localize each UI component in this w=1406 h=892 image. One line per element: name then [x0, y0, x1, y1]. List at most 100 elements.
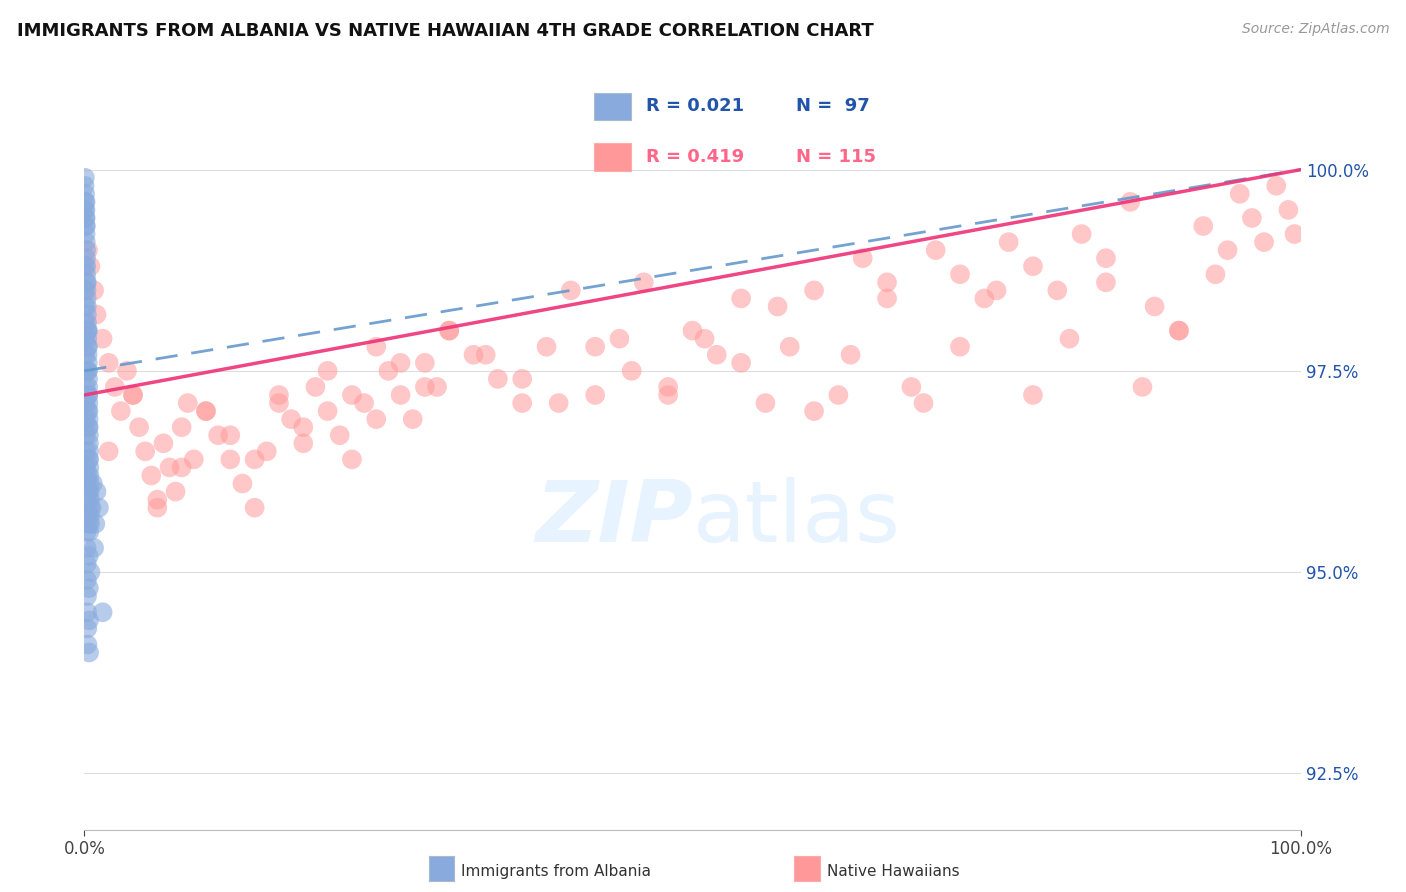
- Point: [1119, 194, 1142, 209]
- Point: [83, 284, 105, 298]
- Point: [609, 332, 631, 346]
- Point: [292, 420, 315, 434]
- Point: [77, 613, 100, 627]
- Point: [97, 356, 120, 370]
- Point: [76, 324, 98, 338]
- Point: [76, 573, 98, 587]
- Point: [583, 388, 606, 402]
- Point: [84, 516, 107, 531]
- Point: [79, 565, 101, 579]
- Point: [75, 219, 97, 233]
- Point: [76, 621, 98, 635]
- Point: [583, 340, 606, 354]
- Point: [77, 388, 100, 402]
- Point: [77, 324, 100, 338]
- Point: [219, 428, 242, 442]
- Point: [77, 412, 100, 426]
- Point: [1059, 332, 1081, 346]
- Point: [547, 396, 569, 410]
- Point: [1229, 186, 1251, 201]
- Point: [486, 372, 509, 386]
- Text: N = 115: N = 115: [796, 148, 876, 166]
- Point: [76, 348, 98, 362]
- Point: [75, 235, 97, 249]
- Point: [165, 484, 187, 499]
- Point: [76, 356, 98, 370]
- Point: [997, 235, 1019, 249]
- Point: [76, 292, 98, 306]
- Point: [152, 436, 174, 450]
- Point: [77, 388, 100, 402]
- Point: [76, 284, 98, 298]
- Point: [986, 284, 1008, 298]
- Point: [146, 492, 169, 507]
- Point: [280, 412, 302, 426]
- Text: R = 0.419: R = 0.419: [645, 148, 744, 166]
- Point: [91, 605, 114, 619]
- Point: [122, 388, 145, 402]
- Point: [231, 476, 253, 491]
- Point: [75, 227, 97, 241]
- Point: [900, 380, 922, 394]
- Point: [949, 268, 972, 282]
- Point: [73, 202, 96, 217]
- Point: [1253, 235, 1275, 249]
- Point: [86, 308, 108, 322]
- Point: [706, 348, 728, 362]
- Point: [75, 460, 97, 475]
- Point: [1022, 259, 1045, 273]
- Bar: [595, 93, 631, 120]
- Point: [413, 356, 436, 370]
- Point: [730, 356, 752, 370]
- Point: [79, 476, 101, 491]
- Point: [366, 340, 388, 354]
- Point: [657, 388, 679, 402]
- Point: [76, 308, 98, 322]
- Point: [377, 364, 399, 378]
- Point: [1277, 202, 1299, 217]
- Point: [620, 364, 643, 378]
- Point: [86, 484, 108, 499]
- Point: [87, 500, 110, 515]
- Point: [876, 276, 898, 290]
- Point: [76, 332, 98, 346]
- Text: atlas: atlas: [693, 477, 900, 560]
- Point: [122, 388, 145, 402]
- Point: [682, 324, 704, 338]
- Point: [510, 372, 533, 386]
- Point: [75, 412, 97, 426]
- Point: [973, 292, 995, 306]
- Point: [82, 476, 104, 491]
- Point: [803, 284, 825, 298]
- Point: [1132, 380, 1154, 394]
- Point: [267, 388, 290, 402]
- Point: [426, 380, 449, 394]
- Point: [76, 524, 98, 539]
- Point: [75, 492, 97, 507]
- Point: [474, 348, 496, 362]
- Point: [76, 605, 98, 619]
- Point: [402, 412, 425, 426]
- Point: [76, 340, 98, 354]
- Point: [77, 396, 100, 410]
- Point: [730, 292, 752, 306]
- Point: [75, 428, 97, 442]
- Point: [75, 276, 97, 290]
- Point: [76, 468, 98, 483]
- Point: [852, 251, 875, 265]
- Point: [77, 436, 100, 450]
- Point: [77, 646, 100, 660]
- Point: [1046, 284, 1069, 298]
- Point: [75, 211, 97, 225]
- Point: [439, 324, 461, 338]
- Point: [77, 452, 100, 467]
- Point: [79, 468, 101, 483]
- Point: [76, 316, 98, 330]
- Point: [79, 484, 101, 499]
- Point: [329, 428, 352, 442]
- Point: [77, 549, 100, 563]
- Point: [75, 348, 97, 362]
- Point: [80, 500, 103, 515]
- Point: [115, 364, 138, 378]
- Point: [1216, 243, 1239, 257]
